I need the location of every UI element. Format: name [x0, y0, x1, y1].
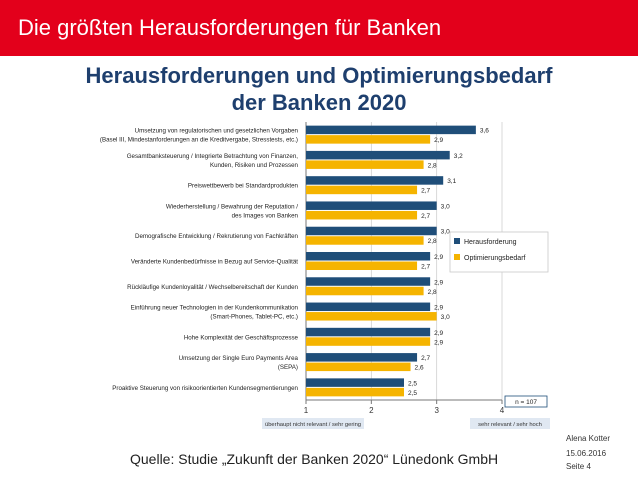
bar-herausforderung [306, 176, 444, 185]
category-label: Gesamtbanksteuerung / Integrierte Betrac… [127, 153, 299, 160]
source-citation: Quelle: Studie „Zukunft der Banken 2020“… [130, 451, 499, 467]
bar-value-label: 3,0 [441, 314, 450, 321]
bar-herausforderung [306, 277, 431, 286]
bar-herausforderung [306, 327, 431, 337]
bar-value-label: 3,6 [480, 128, 489, 135]
legend-label: Herausforderung [464, 239, 517, 246]
bar-value-label: 2,9 [434, 279, 443, 286]
bar-optimierungsbedarf [306, 160, 424, 169]
bar-value-label: 2,5 [408, 380, 417, 387]
bar-value-label: 2,9 [434, 330, 443, 337]
chart-title-line-1: Herausforderungen und Optimierungsbedarf [85, 63, 553, 88]
legend-label: Optimierungsbedarf [464, 255, 526, 262]
category-label: Umsetzung von regulatorischen und gesetz… [135, 128, 299, 135]
bar-value-label: 2,9 [434, 254, 443, 261]
bar-herausforderung [306, 302, 431, 312]
bar-herausforderung [306, 125, 476, 135]
bar-value-label: 3,1 [447, 178, 456, 185]
bar-herausforderung [306, 378, 404, 387]
bar-value-label: 2,8 [428, 238, 437, 245]
sample-size-box [504, 395, 548, 408]
bar-optimierungsbedarf [306, 387, 404, 397]
bar-value-label: 2,7 [421, 264, 430, 271]
bar-optimierungsbedarf [306, 185, 418, 195]
bar-value-label: 2,5 [408, 390, 417, 397]
bar-optimierungsbedarf [306, 135, 431, 144]
bar-value-label: 2,9 [434, 137, 443, 144]
bar-optimierungsbedarf [306, 210, 418, 220]
category-label: (SEPA) [278, 364, 298, 371]
scale-right-box [470, 418, 550, 429]
bar-value-label: 2,7 [421, 213, 430, 220]
category-label: Demografische Entwicklung / Rekrutierung… [135, 233, 299, 240]
bar-optimierungsbedarf [306, 286, 424, 296]
category-label: (Basel III, Mindestanforderungen an die … [100, 137, 298, 144]
bar-optimierungsbedarf [306, 312, 437, 321]
category-label: Wiederherstellung / Bewahrung der Reputa… [166, 203, 298, 210]
bar-herausforderung [306, 150, 450, 160]
bar-value-label: 2,8 [428, 162, 437, 169]
bar-optimierungsbedarf [306, 236, 424, 245]
bar-herausforderung [306, 226, 437, 236]
category-label: Preiswettbewerb bei Standardprodukten [188, 183, 299, 190]
bar-value-label: 3,0 [441, 203, 450, 210]
bar-optimierungsbedarf [306, 337, 431, 346]
slide-header-bar: Die größten Herausforderungen für Banken [0, 0, 638, 56]
category-label: Proaktive Steuerung von risikoorientiert… [112, 385, 298, 392]
category-label: Veränderte Kundenbedürfnisse in Bezug au… [131, 259, 298, 266]
legend-box [449, 231, 549, 273]
scale-left-box [262, 418, 364, 429]
scale-left-label: überhaupt nicht relevant / sehr gering [265, 422, 361, 428]
x-tick-label: 1 [304, 406, 309, 415]
legend-swatch [454, 238, 460, 244]
x-tick-label: 4 [500, 406, 505, 415]
category-label: Umsetzung der Single Euro Payments Area [179, 355, 299, 362]
category-label: Kunden, Risiken und Prozessen [210, 162, 299, 169]
footer-date: 15.06.2016 [566, 449, 607, 458]
x-tick-label: 3 [434, 406, 439, 415]
bar-value-label: 2,9 [434, 305, 443, 312]
category-label: des Images von Banken [232, 212, 299, 219]
chart-title-line-2: der Banken 2020 [231, 90, 407, 115]
category-label: (Smart-Phones, Tablet-PC, etc.) [210, 314, 298, 321]
x-tick-label: 2 [369, 406, 374, 415]
bar-optimierungsbedarf [306, 362, 411, 372]
footer-author: Alena Kotter [566, 434, 611, 443]
bar-value-label: 3,2 [454, 153, 463, 160]
bar-value-label: 2,7 [421, 188, 430, 195]
category-label: Hohe Komplexität der Geschäftsprozesse [184, 334, 299, 341]
bar-herausforderung [306, 252, 431, 261]
bar-value-label: 2,8 [428, 289, 437, 296]
category-label: Einführung neuer Technologien in der Kun… [131, 305, 299, 312]
scale-right-label: sehr relevant / sehr hoch [478, 422, 542, 428]
bar-herausforderung [306, 353, 418, 362]
bar-value-label: 2,6 [415, 365, 424, 372]
bar-value-label: 2,7 [421, 355, 430, 362]
slide-title: Die größten Herausforderungen für Banken [18, 15, 442, 40]
bar-herausforderung [306, 201, 437, 210]
footer-page: Seite 4 [566, 462, 591, 471]
category-label: Rückläufige Kundenloyalität / Wechselber… [127, 284, 298, 291]
legend-swatch [454, 254, 460, 260]
bar-optimierungsbedarf [306, 261, 418, 270]
sample-size-label: n = 107 [515, 399, 537, 406]
bar-value-label: 3,0 [441, 229, 450, 236]
bar-value-label: 2,9 [434, 339, 443, 346]
